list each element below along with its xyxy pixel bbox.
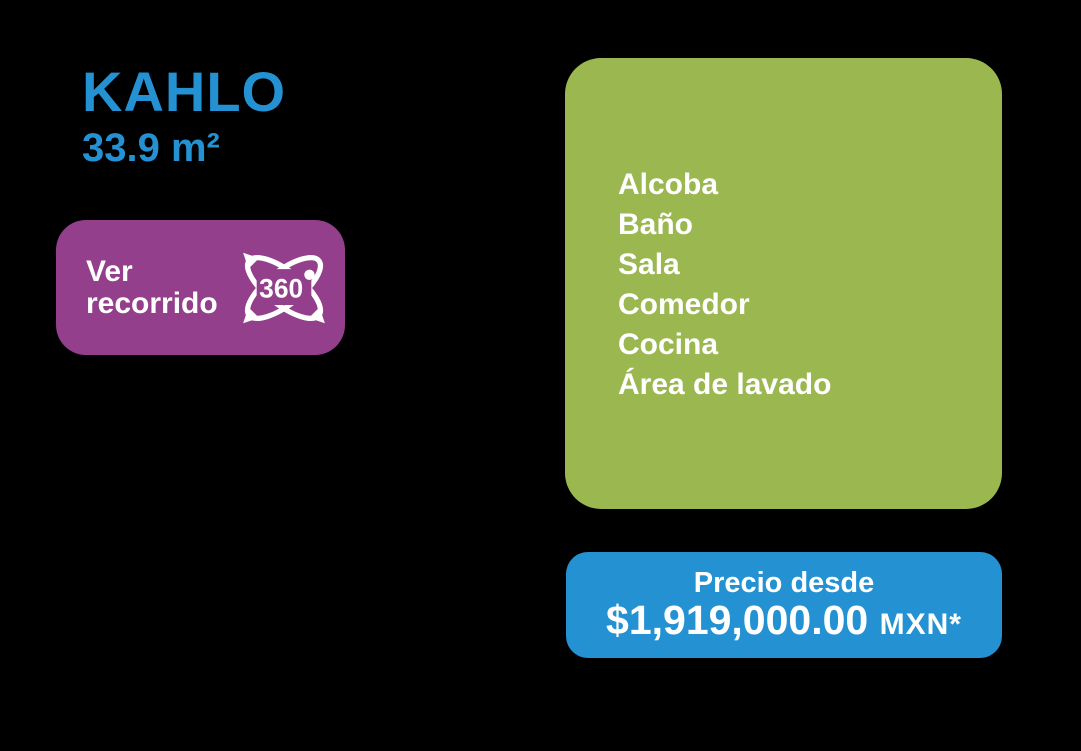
room-item-comedor: Comedor bbox=[618, 288, 750, 321]
price-value: $1,919,000.00 bbox=[606, 597, 869, 644]
price-card: Precio desde $1,919,000.00 MXN* bbox=[566, 552, 1002, 658]
tour-button-label: Ver recorrido bbox=[86, 255, 218, 320]
room-item-cocina: Cocina bbox=[618, 328, 719, 361]
tour-button-label-line2: recorrido bbox=[86, 286, 218, 320]
room-item-area-de-lavado: Área de lavado bbox=[618, 368, 832, 401]
rooms-card: Alcoba Baño Sala Comedor Cocina Área de … bbox=[565, 58, 1002, 509]
price-currency: MXN* bbox=[879, 608, 962, 642]
arrow-up-left-icon bbox=[243, 252, 260, 269]
room-item-sala: Sala bbox=[618, 248, 680, 281]
arrow-down-left-icon bbox=[243, 306, 260, 323]
plan-area: 33.9 m² bbox=[82, 126, 220, 170]
tour-button-label-line1: Ver bbox=[86, 255, 133, 289]
ver-recorrido-button[interactable]: Ver recorrido 360 bbox=[56, 220, 345, 355]
360-degrees-label: 360 bbox=[259, 273, 303, 303]
room-item-alcoba: Alcoba bbox=[618, 168, 719, 201]
price-label: Precio desde bbox=[693, 566, 875, 599]
arrow-down-right-icon bbox=[308, 306, 325, 323]
price-amount: $1,919,000.00 MXN* bbox=[606, 599, 962, 642]
360-rotation-icon: 360 bbox=[243, 252, 325, 323]
room-item-bano: Baño bbox=[618, 208, 693, 241]
rooms-list: Alcoba Baño Sala Comedor Cocina Área de … bbox=[618, 165, 831, 405]
degree-dot-icon bbox=[304, 269, 315, 280]
plan-name: KAHLO bbox=[82, 60, 287, 123]
